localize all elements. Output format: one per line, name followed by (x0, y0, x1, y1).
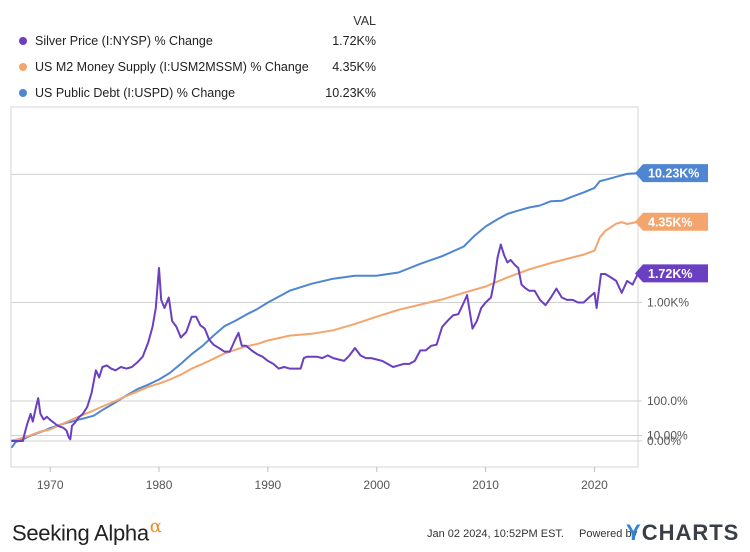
x-axis: 1970 1980 1990 2000 2010 2020 (37, 467, 608, 492)
x-tick-label: 1970 (37, 478, 64, 492)
series-line-2 (11, 243, 639, 442)
end-value-flag (635, 212, 708, 231)
ycharts-y-mark: Y (626, 520, 642, 545)
end-value-flag (635, 164, 708, 183)
x-tick-label: 2020 (581, 478, 608, 492)
brand-name: Seeking Alpha (12, 520, 149, 546)
legend-item-silver[interactable]: Silver Price (I:NYSP) % Change 1.72K% (18, 32, 390, 50)
footer: Seeking Alphaα Jan 02 2024, 10:52PM EST.… (0, 510, 750, 552)
legend-item-label: US Public Debt (I:USPD) % Change (35, 86, 236, 100)
alpha-icon: α (149, 516, 162, 537)
legend-item-m2[interactable]: US M2 Money Supply (I:USM2MSSM) % Change… (18, 58, 390, 76)
line-chart: 0.00%10.00%100.0%1.00K%10.00K% 197019801… (10, 106, 708, 492)
x-tick-label: 2010 (472, 478, 499, 492)
y-tick-label: 0.00% (647, 434, 681, 448)
end-value-flags: 10.23K% 4.35K% 1.72K% (635, 164, 708, 283)
end-value-label: 1.72K% (648, 267, 692, 281)
legend-item-label: US M2 Money Supply (I:USM2MSSM) % Change (35, 60, 309, 74)
legend-item-label: Silver Price (I:NYSP) % Change (35, 34, 213, 48)
end-value-flag (635, 264, 708, 283)
legend-item-debt[interactable]: US Public Debt (I:USPD) % Change 10.23K% (18, 84, 390, 102)
x-tick-label: 2000 (363, 478, 390, 492)
y-tick-label: 100.0% (647, 394, 688, 408)
legend-value-header: VAL (353, 14, 376, 28)
seeking-alpha-logo[interactable]: Seeking Alphaα (12, 516, 162, 546)
plot-area-border (10, 106, 639, 468)
ycharts-wordmark: CHARTS (641, 520, 740, 545)
legend-item-value: 10.23K% (325, 86, 376, 100)
legend-item-value: 4.35K% (332, 60, 376, 74)
series-lines (11, 172, 639, 449)
legend-item-value: 1.72K% (332, 34, 376, 48)
y-tick-label: 10.00% (647, 428, 688, 442)
series-color-dot (19, 37, 27, 45)
y-tick-label: 1.00K% (647, 295, 689, 309)
ycharts-logo[interactable]: YCHARTS (626, 520, 739, 546)
timestamp: Jan 02 2024, 10:52PM EST. (427, 528, 564, 540)
x-tick-label: 1990 (255, 478, 282, 492)
end-value-label: 10.23K% (648, 167, 699, 181)
end-value-label: 4.35K% (648, 215, 692, 229)
series-color-dot (19, 63, 27, 71)
y-axis: 0.00%10.00%100.0%1.00K%10.00K% (11, 167, 696, 448)
x-tick-label: 1980 (146, 478, 173, 492)
powered-by-label: Powered by (579, 528, 638, 540)
series-color-dot (19, 89, 27, 97)
